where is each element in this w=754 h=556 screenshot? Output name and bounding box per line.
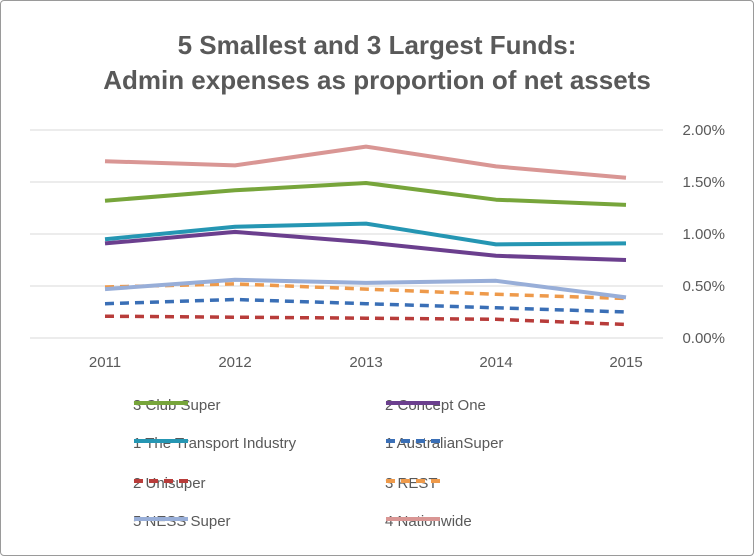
x-tick-label: 2011 [89, 354, 121, 371]
gridlines [30, 129, 663, 339]
series-line-7 [104, 277, 627, 300]
legend-label: 1 AustralianSuper [385, 435, 504, 452]
x-tick-label: 2014 [479, 354, 512, 371]
legend-swatch [134, 517, 188, 521]
legend-item: 5 NESS Super [133, 513, 231, 530]
y-tick-label: 0.00% [682, 330, 725, 347]
x-tick-label: 2012 [218, 354, 251, 371]
series-line-4 [104, 297, 627, 314]
x-axis-ticks: 2011 2012 2013 2014 2015 [89, 354, 643, 371]
legend-item: 4 Nationwide [385, 513, 472, 530]
series-line-1 [104, 181, 627, 207]
series-line-2 [104, 229, 627, 262]
chart-title-line-2: Admin expenses as proportion of net asse… [103, 65, 651, 95]
legend-item: 2 Unisuper [133, 475, 206, 492]
legend-swatch [386, 479, 440, 483]
legend-swatch [386, 517, 440, 521]
y-tick-label: 2.00% [682, 122, 725, 139]
legend-item: 3 REST [385, 475, 440, 492]
legend-item: 1 The Transport Industry [133, 435, 296, 452]
series-line-3 [104, 221, 627, 247]
legend-item: 2 Concept One [385, 397, 486, 414]
legend-swatch [386, 439, 440, 443]
x-tick-label: 2013 [349, 354, 382, 371]
series-line-5 [104, 314, 627, 327]
legend-swatch [134, 401, 188, 405]
series-lines [104, 144, 627, 327]
y-tick-label: 1.00% [682, 226, 725, 243]
legend-item: 1 AustralianSuper [385, 435, 503, 452]
legend-item: 3 Club Super [133, 397, 221, 414]
y-tick-label: 0.50% [682, 278, 725, 295]
series-line-8 [104, 144, 627, 180]
chart-title-line-1: 5 Smallest and 3 Largest Funds: [177, 30, 577, 60]
legend-swatch [386, 401, 440, 405]
x-tick-label: 2015 [609, 354, 642, 371]
y-tick-label: 1.50% [682, 174, 725, 191]
series-line-6 [104, 282, 627, 301]
y-axis-ticks: 0.00% 0.50% 1.00% 1.50% 2.00% [682, 122, 725, 347]
legend-swatch [134, 439, 188, 443]
legend-swatch [134, 479, 188, 483]
chart-title: 5 Smallest and 3 Largest Funds: Admin ex… [0, 28, 754, 98]
